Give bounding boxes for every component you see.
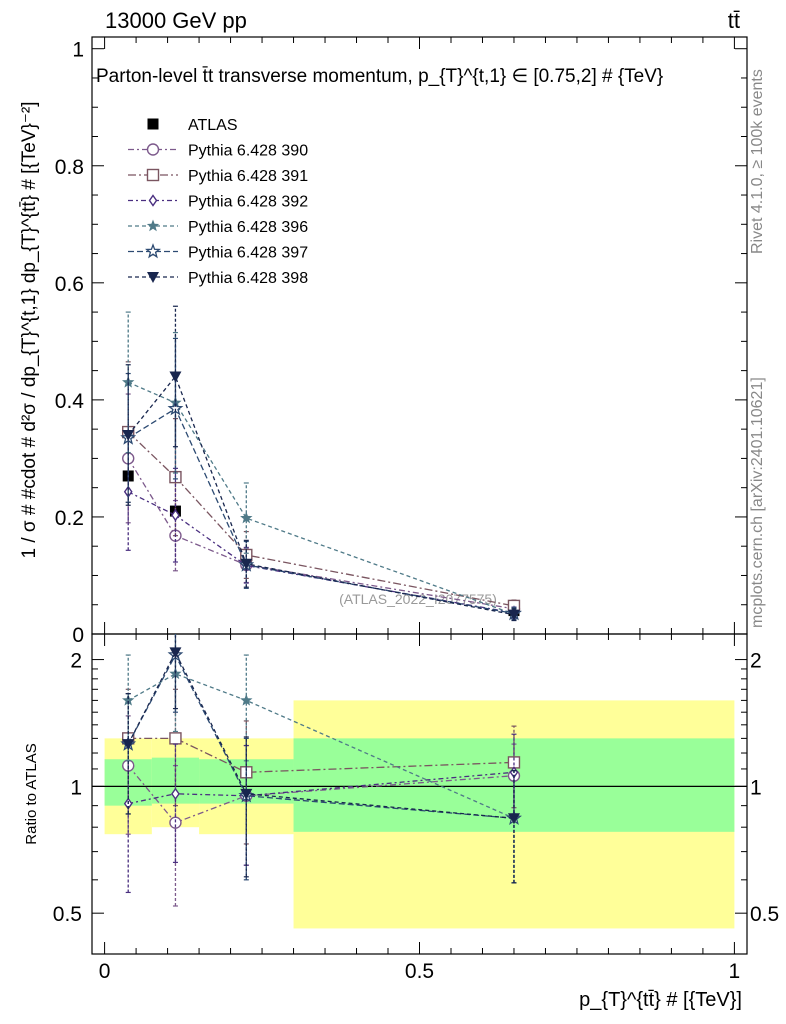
ratio-y-tick-label-right: 1 bbox=[750, 776, 762, 799]
legend-label-390: Pythia 6.428 390 bbox=[188, 143, 308, 160]
legend-label-398: Pythia 6.428 398 bbox=[188, 270, 308, 287]
main-y-tick-label: 0.2 bbox=[55, 507, 84, 530]
ratio-line-390 bbox=[127, 765, 515, 824]
ratio-point-398 bbox=[169, 647, 182, 659]
main-axes: 0 0.2 0.4 0.6 0.8 1 bbox=[55, 37, 747, 647]
x-axis-title: p_{T}^{tt̄} # [{TeV}] bbox=[579, 989, 742, 1011]
legend-entry-390: Pythia 6.428 390 bbox=[128, 143, 308, 160]
ratio-uncertainty-bands bbox=[92, 700, 747, 929]
legend-label-ATLAS: ATLAS bbox=[188, 117, 238, 134]
main-point-398 bbox=[240, 558, 253, 570]
chart-title: Parton-level t̄t transverse momentum, p_… bbox=[96, 66, 663, 87]
main-point-392 bbox=[171, 508, 180, 522]
legend: ATLAS Pythia 6.428 390 Pythia 6.428 391 Pyt… bbox=[128, 117, 308, 287]
ratio-line-398 bbox=[127, 650, 515, 819]
legend-marker-392 bbox=[148, 194, 158, 207]
legend-marker-390 bbox=[146, 143, 160, 156]
main-y-tick-label: 0.6 bbox=[55, 273, 84, 296]
main-series-layer bbox=[120, 305, 522, 622]
legend-marker-ATLAS bbox=[147, 118, 159, 130]
legend-entry-396: Pythia 6.428 396 bbox=[128, 219, 308, 236]
main-y-tick-label: 0.8 bbox=[55, 156, 84, 179]
main-line-397 bbox=[127, 407, 515, 615]
main-series-398 bbox=[122, 305, 520, 622]
ratio-y-tick-label-right: 2 bbox=[750, 650, 762, 673]
main-y-tick-label: 0 bbox=[72, 624, 84, 647]
x-tick-label: 0.5 bbox=[405, 960, 434, 983]
legend-label-392: Pythia 6.428 392 bbox=[188, 194, 308, 211]
main-point-396 bbox=[240, 511, 253, 524]
energy-label: 13000 GeV pp bbox=[105, 8, 247, 33]
main-point-398 bbox=[507, 609, 520, 621]
ratio-point-398 bbox=[122, 739, 135, 751]
main-line-396 bbox=[127, 381, 515, 615]
ratio-point-396 bbox=[240, 693, 253, 706]
ratio-axes: 0.5 0.5 1 1 2 2 0 0.5 1 bbox=[53, 634, 779, 983]
main-series-390 bbox=[122, 393, 521, 616]
mcplots-label: mcplots.cern.ch [arXiv:2401.10621] bbox=[749, 377, 766, 628]
ratio-y-tick-label: 2 bbox=[70, 650, 82, 673]
ratio-point-398 bbox=[507, 813, 520, 825]
main-line-390 bbox=[127, 458, 515, 610]
ratio-point-392 bbox=[171, 787, 180, 801]
legend-marker-397 bbox=[145, 243, 161, 259]
ratio-y-tick-label: 1 bbox=[70, 776, 82, 799]
main-y-axis-title: 1 / σ # #cdot # d²σ / dp_{T}^{t,1} dp_{T… bbox=[19, 102, 40, 559]
main-y-tick-label: 1 bbox=[72, 39, 84, 62]
main-series-391 bbox=[122, 361, 521, 613]
legend-marker-396 bbox=[146, 219, 160, 232]
legend-entry-392: Pythia 6.428 392 bbox=[128, 194, 308, 211]
main-series-396 bbox=[122, 311, 521, 621]
rivet-label: Rivet 4.1.0, ≥ 100k events bbox=[749, 69, 766, 254]
process-label: tt̄ bbox=[728, 8, 740, 33]
ratio-point-396 bbox=[122, 693, 135, 706]
x-tick-label: 0 bbox=[99, 960, 111, 983]
legend-entry-397: Pythia 6.428 397 bbox=[128, 243, 308, 262]
main-point-398 bbox=[169, 371, 182, 383]
legend-entry-398: Pythia 6.428 398 bbox=[128, 270, 308, 287]
legend-label-396: Pythia 6.428 396 bbox=[188, 219, 308, 236]
ratio-line-391 bbox=[128, 737, 515, 773]
ratio-point-398 bbox=[240, 788, 253, 800]
legend-label-397: Pythia 6.428 397 bbox=[188, 245, 308, 262]
legend-entry-391: Pythia 6.428 391 bbox=[128, 168, 308, 185]
main-y-tick-label: 0.4 bbox=[55, 390, 85, 413]
ratio-series-layer bbox=[120, 634, 522, 907]
legend-label-391: Pythia 6.428 391 bbox=[188, 168, 308, 185]
ratio-y-axis-title: Ratio to ATLAS bbox=[23, 743, 40, 844]
ratio-point-391 bbox=[169, 732, 182, 745]
x-tick-label: 1 bbox=[729, 960, 741, 983]
ratio-line-396 bbox=[127, 673, 515, 819]
legend-entry-ATLAS: ATLAS bbox=[147, 117, 238, 134]
main-line-398 bbox=[127, 375, 515, 616]
legend-marker-391 bbox=[146, 168, 160, 182]
legend-marker-398 bbox=[147, 272, 159, 283]
ratio-series-398 bbox=[122, 634, 520, 884]
ratio-y-tick-label-right: 0.5 bbox=[750, 903, 779, 926]
ratio-y-tick-label: 0.5 bbox=[53, 903, 82, 926]
main-line-391 bbox=[127, 431, 515, 607]
main-point-398 bbox=[122, 430, 135, 441]
